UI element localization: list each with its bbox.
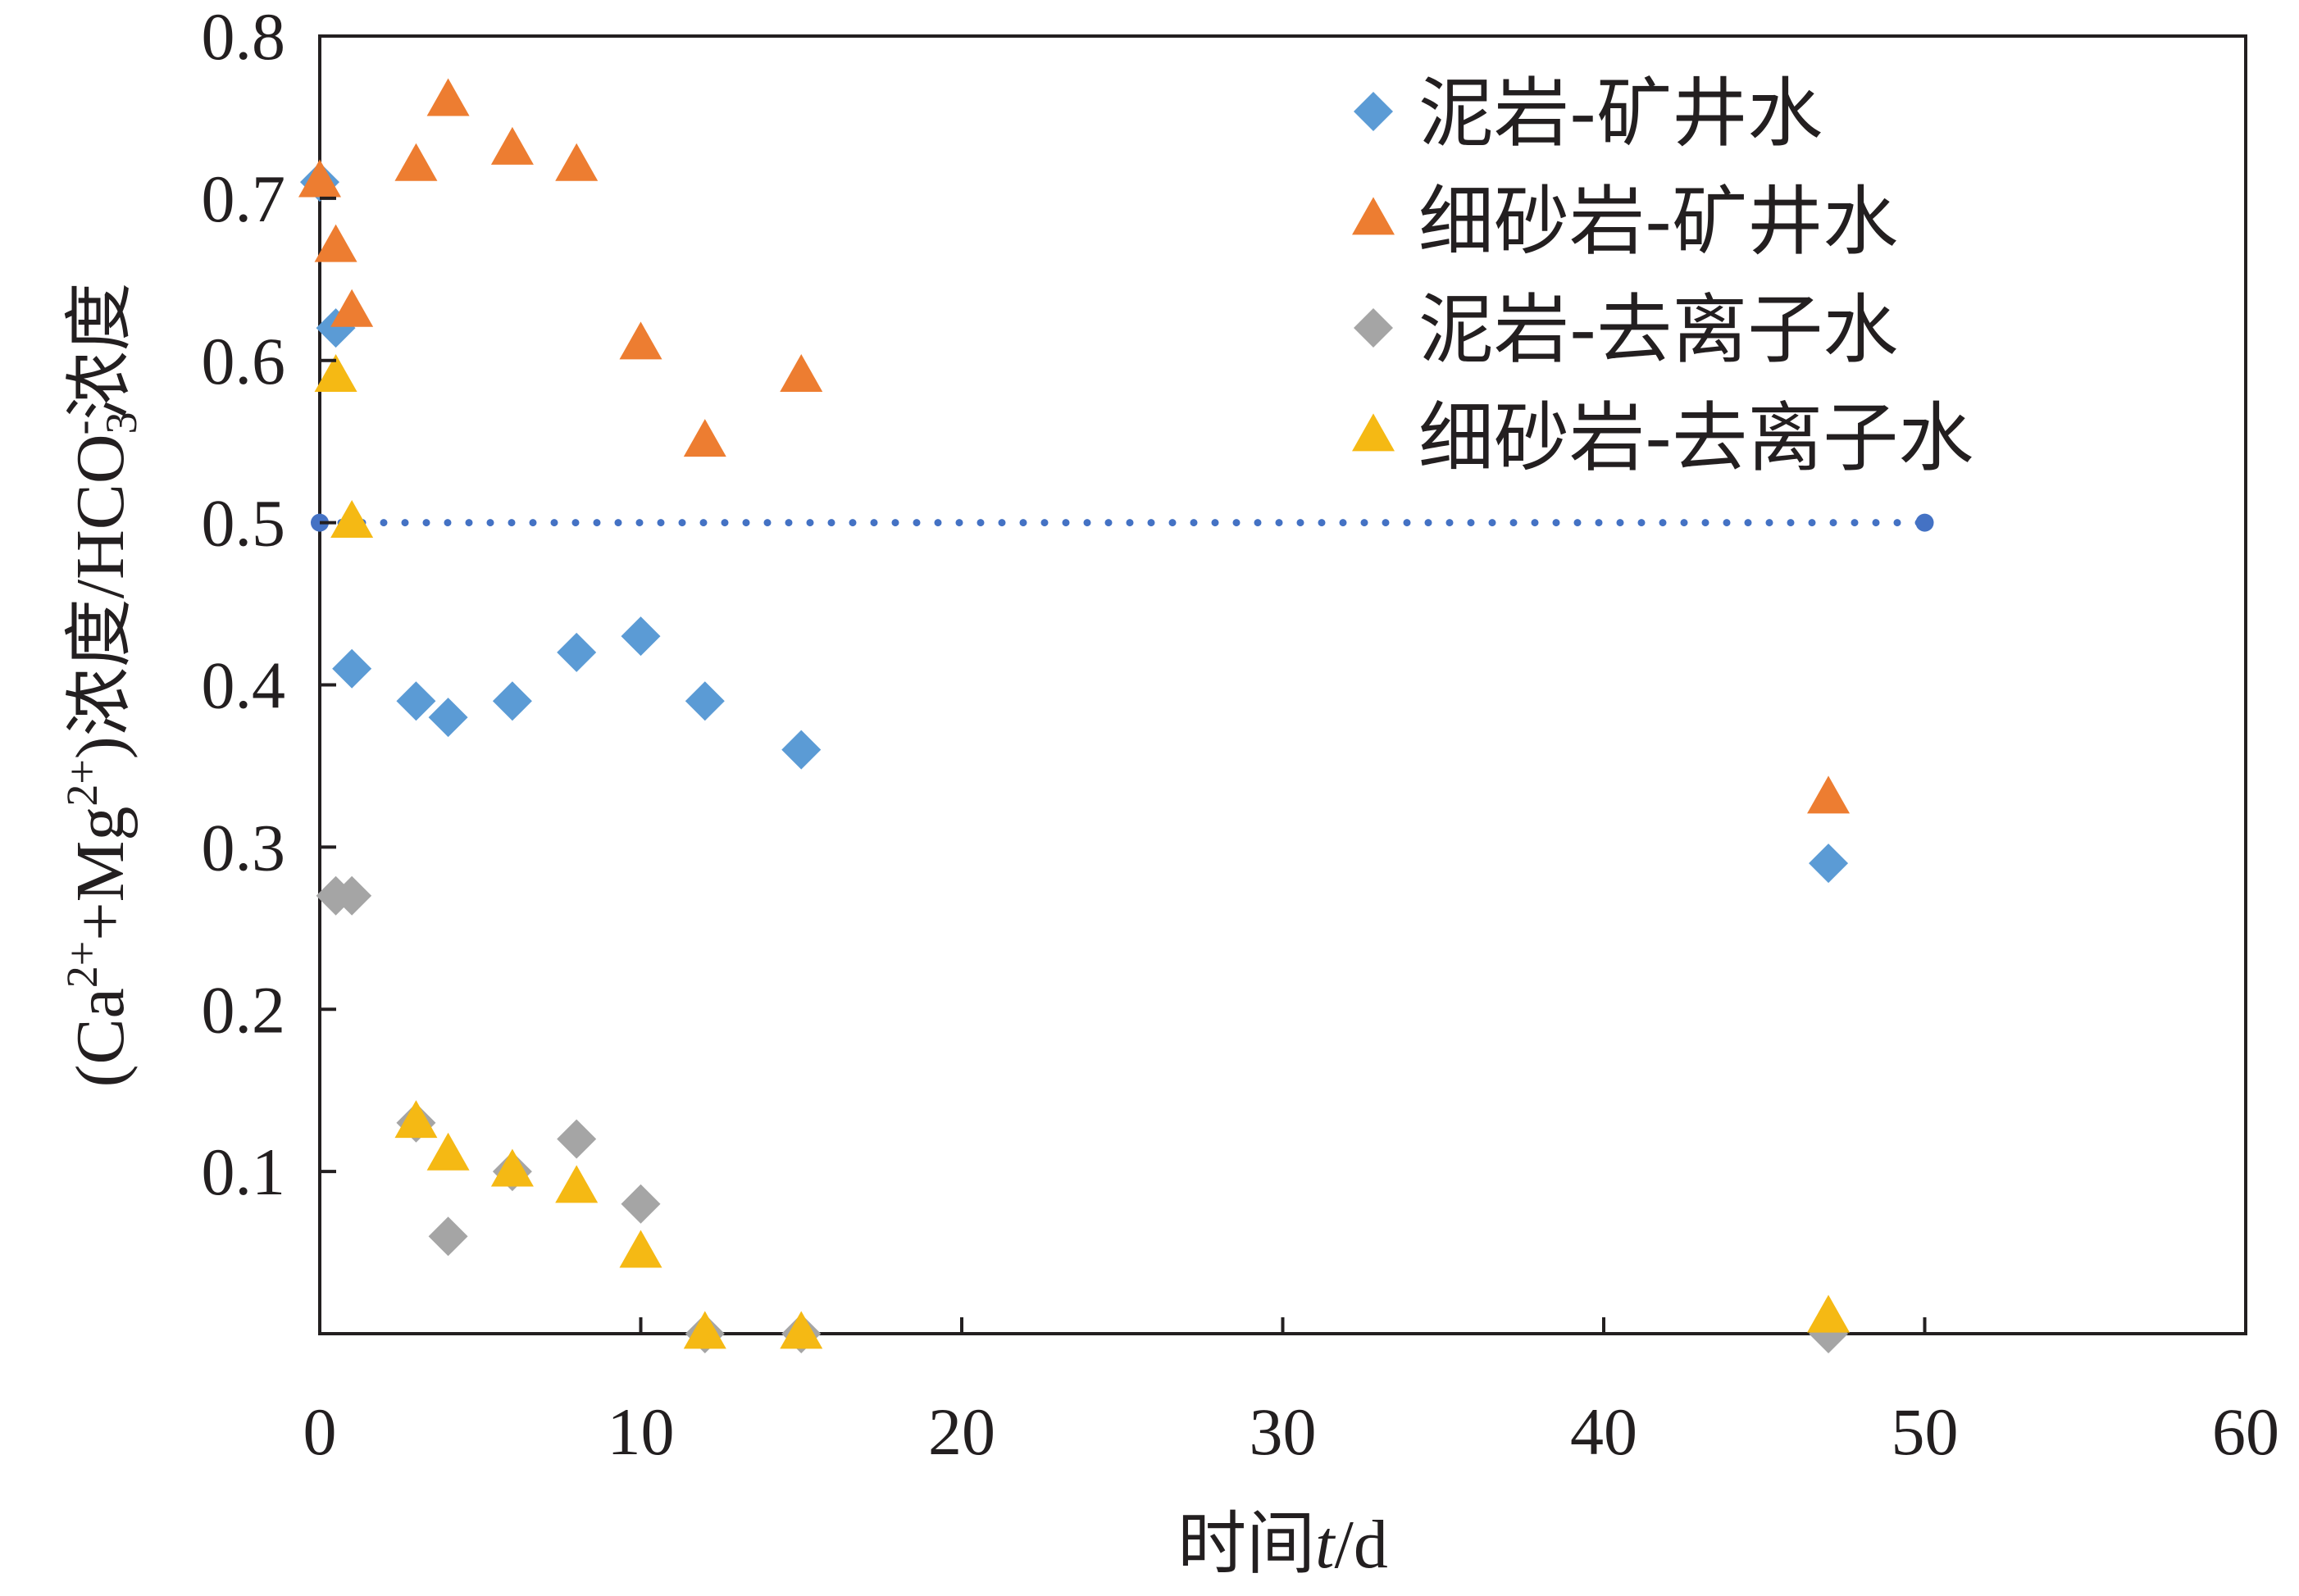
legend-label: 泥岩-去离子水 <box>1418 286 1898 374</box>
data-marks <box>298 78 1851 1353</box>
data-point <box>428 698 468 738</box>
data-point <box>490 1148 534 1187</box>
legend-marker <box>1354 308 1393 348</box>
x-tick-label: 50 <box>1892 1394 1959 1469</box>
data-point <box>781 730 822 770</box>
data-point <box>394 143 438 181</box>
data-point <box>685 681 725 721</box>
data-point <box>780 1311 823 1349</box>
x-tick-label: 20 <box>928 1394 995 1469</box>
legend-label: 细砂岩-矿井水 <box>1418 178 1898 266</box>
x-tick-label: 0 <box>303 1394 337 1469</box>
data-point <box>330 500 374 539</box>
series-4 <box>314 353 1851 1349</box>
y-tick-label: 0.8 <box>202 0 286 74</box>
y-tick-label: 0.3 <box>202 810 286 884</box>
plot-area <box>318 34 2247 1335</box>
legend-marker <box>1352 197 1395 235</box>
data-point <box>314 353 357 392</box>
y-tick-label: 0.2 <box>202 972 286 1047</box>
series-2 <box>298 78 1851 814</box>
legend-marker <box>1352 413 1395 452</box>
y-tick-label: 0.4 <box>202 648 286 723</box>
legend-label: 泥岩-矿井水 <box>1418 70 1823 157</box>
data-point <box>683 419 726 457</box>
data-point <box>555 143 599 181</box>
data-point <box>396 681 436 721</box>
y-tick-label: 0.7 <box>202 161 286 236</box>
data-point <box>428 1216 468 1257</box>
x-tick-label: 10 <box>608 1394 675 1469</box>
reference-line-end-point <box>1915 513 1934 532</box>
legend-item-3: 泥岩-去离子水 <box>1354 286 1898 374</box>
legend-label: 细砂岩-去离子水 <box>1418 394 1973 482</box>
data-point <box>332 648 372 689</box>
data-point <box>314 224 357 262</box>
axes: 0 10 20 30 40 50 60 0.1 0.2 0.3 0.4 0.5 0.6 0.7 0.8 时间t… <box>57 0 2279 1583</box>
data-point <box>621 616 661 657</box>
x-tick-label: 60 <box>2212 1394 2279 1469</box>
x-tick-label: 30 <box>1250 1394 1317 1469</box>
x-axis-title: 时间t/d <box>1177 1507 1388 1583</box>
data-point <box>426 1132 470 1171</box>
data-point <box>492 681 532 721</box>
data-point <box>332 875 372 916</box>
data-point <box>426 78 470 116</box>
y-tick-label: 0.5 <box>202 486 286 561</box>
data-point <box>555 1165 599 1203</box>
data-point <box>1807 775 1851 814</box>
data-point <box>557 1119 597 1159</box>
legend-marker <box>1354 92 1393 131</box>
legend-item-1: 泥岩-矿井水 <box>1354 70 1823 157</box>
y-axis-title: (Ca2++Mg2+)浓度/HCO3-浓度 <box>57 283 146 1088</box>
data-point <box>1807 1294 1851 1333</box>
series-1 <box>300 162 1849 884</box>
y-tick-label: 0.1 <box>202 1134 286 1209</box>
data-point <box>298 159 341 198</box>
data-point <box>683 1311 726 1349</box>
data-point <box>619 321 662 360</box>
legend-item-4: 细砂岩-去离子水 <box>1352 394 1973 482</box>
data-point <box>557 632 597 672</box>
data-point <box>394 1100 438 1139</box>
data-point <box>330 289 374 327</box>
data-point <box>621 1184 661 1224</box>
data-point <box>490 126 534 165</box>
data-point <box>1809 843 1849 884</box>
data-point <box>619 1230 662 1268</box>
legend-item-2: 细砂岩-矿井水 <box>1352 178 1898 266</box>
y-tick-label: 0.6 <box>202 324 286 398</box>
x-tick-label: 40 <box>1570 1394 1637 1469</box>
data-point <box>780 353 823 392</box>
